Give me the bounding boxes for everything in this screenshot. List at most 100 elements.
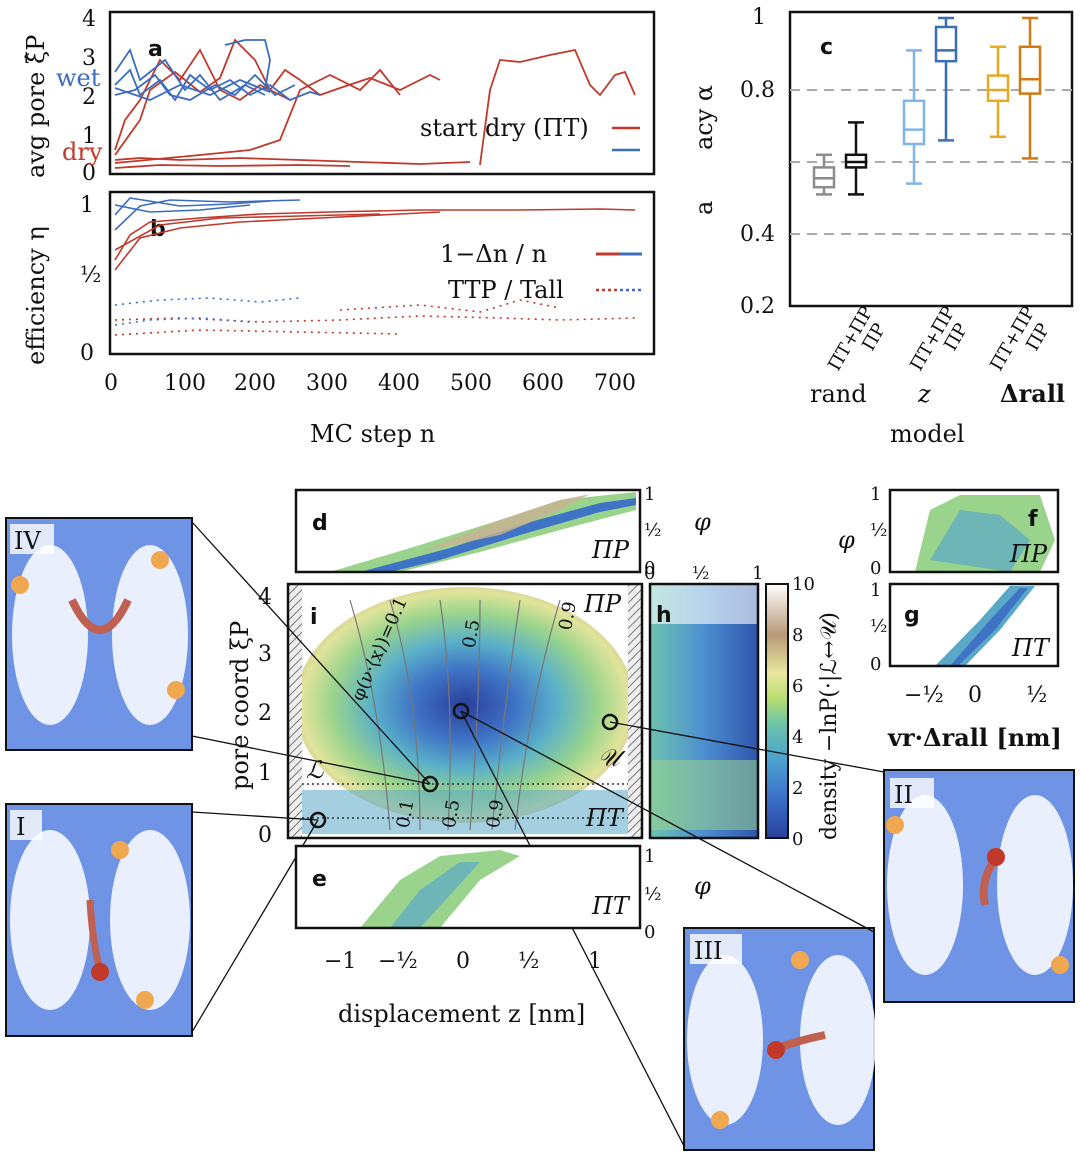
trace (114, 197, 271, 216)
trace (114, 38, 441, 156)
panel-i-contours (349, 599, 561, 831)
trace (479, 48, 636, 166)
lipid-head (886, 816, 904, 834)
xtick: 1 (752, 563, 763, 584)
ytick: 4 (82, 7, 96, 32)
group-z: z (917, 380, 931, 408)
panel-i-hatch-left (288, 584, 302, 838)
panel-g-label: g (904, 603, 920, 628)
snapshot-label-bg (890, 778, 934, 808)
lipid-head (987, 848, 1005, 866)
panel-a-dry-traces (114, 38, 636, 169)
xtick: 200 (234, 371, 276, 396)
xtick: ½ (692, 563, 709, 584)
ytick: 2 (82, 85, 96, 110)
lipid-leaflet (887, 795, 963, 975)
connector (191, 811, 319, 821)
marker-II (601, 713, 619, 731)
ytick: 0 (82, 161, 96, 186)
lipid-leaflet (12, 545, 88, 725)
cbar-tick: 2 (792, 778, 803, 799)
phi-label-bottom: φ (694, 872, 711, 900)
panel-b-ratio-traces (114, 297, 636, 336)
connector (460, 710, 875, 933)
snapshot-IV: IV (5, 517, 193, 751)
panel-b-xticks: 0 100 200 300 400 500 600 700 (104, 371, 636, 396)
contour (469, 599, 481, 831)
panel-e-frame (294, 844, 642, 930)
box-body (902, 99, 926, 146)
snapshot-I: I (5, 803, 193, 1037)
ytick: 2 (258, 701, 272, 726)
xtick: −½ (378, 949, 418, 974)
box-body (934, 25, 958, 63)
panel-h-top (650, 584, 758, 624)
trace (114, 297, 301, 306)
trace (114, 68, 401, 164)
contour (439, 599, 451, 831)
contour-label: 0.1 (393, 798, 419, 830)
xtick: 0 (644, 563, 655, 584)
ytick: 0.2 (740, 294, 775, 319)
panel-h-frame (648, 582, 760, 840)
panel-b: b 1 ½ 0 efficiency η 1−Δn / n TTP / Tall… (22, 190, 656, 448)
panel-c-xlabel: model (890, 420, 964, 448)
marker-IV (421, 775, 439, 793)
snapshot-label: IV (14, 527, 41, 555)
xtick: −1 (324, 949, 356, 974)
panel-d-frame (294, 488, 642, 574)
ytick: 1 (80, 193, 94, 218)
panel-i-lower-band (300, 790, 630, 834)
panel-d-label: d (312, 511, 328, 536)
panel-a-frame (108, 10, 656, 176)
xtick: 0 (968, 683, 982, 708)
box-body (1018, 45, 1042, 95)
xtick: 0 (456, 949, 470, 974)
panel-f-label: f (1028, 507, 1038, 532)
cbar-tick: 8 (792, 625, 803, 646)
ytick: 0.8 (740, 78, 775, 103)
snapshot-label-bg (10, 524, 54, 554)
panel-c: c 1 0.8 0.4 0.2 acy α a ΠT+ΠP ΠP ΠT+ΠP Π… (690, 5, 1074, 448)
panel-g-frame (888, 582, 1060, 668)
panel-g-xlabel: vr·Δrall [nm] (887, 723, 1062, 752)
panel-i-label: i (310, 605, 318, 630)
ytick: 1 (644, 846, 655, 867)
lipid-leaflet (110, 830, 190, 1010)
panel-f-core (930, 510, 1030, 572)
snapshot-label: I (16, 813, 25, 841)
contour-label: 0.9 (555, 600, 581, 632)
connector (609, 721, 885, 773)
lipid-leaflet (112, 545, 188, 725)
connector (191, 735, 431, 785)
lipid-head (91, 963, 109, 981)
xtick: −½ (904, 683, 944, 708)
xtick: 500 (450, 371, 492, 396)
panel-b-xlabel: MC step n (310, 420, 435, 448)
ytick: 1 (752, 5, 766, 30)
snapshot-label-bg (690, 934, 742, 964)
lipid-head (767, 1041, 785, 1059)
ytick: 1 (644, 484, 655, 505)
ytick: 1 (258, 761, 272, 786)
ytick: ½ (870, 520, 887, 541)
marker-III (452, 702, 470, 720)
panel-i-xlabel: displacement z [nm] (338, 1000, 585, 1028)
contour (514, 599, 561, 831)
lipid-leaflet (997, 795, 1073, 975)
wet-label: wet (56, 64, 101, 92)
panel-c-yticks: 1 0.8 0.4 0.2 (740, 5, 775, 319)
xtick: 1 (588, 949, 602, 974)
trace (114, 204, 251, 213)
region-L: ℒ (306, 756, 324, 784)
panel-f: f ΠP 1 ½ 0 (870, 484, 1060, 579)
cbar-tick: 10 (792, 574, 815, 595)
xtick: 100 (164, 371, 206, 396)
panel-c-box-labels: ΠT+ΠP ΠP ΠT+ΠP ΠP ΠT+ΠP ΠP (824, 303, 1054, 375)
panel-h-bottom (650, 760, 758, 830)
trace (339, 299, 561, 313)
panel-e-label: e (312, 867, 327, 892)
panel-e-core (390, 862, 480, 928)
xtick: 600 (522, 371, 564, 396)
